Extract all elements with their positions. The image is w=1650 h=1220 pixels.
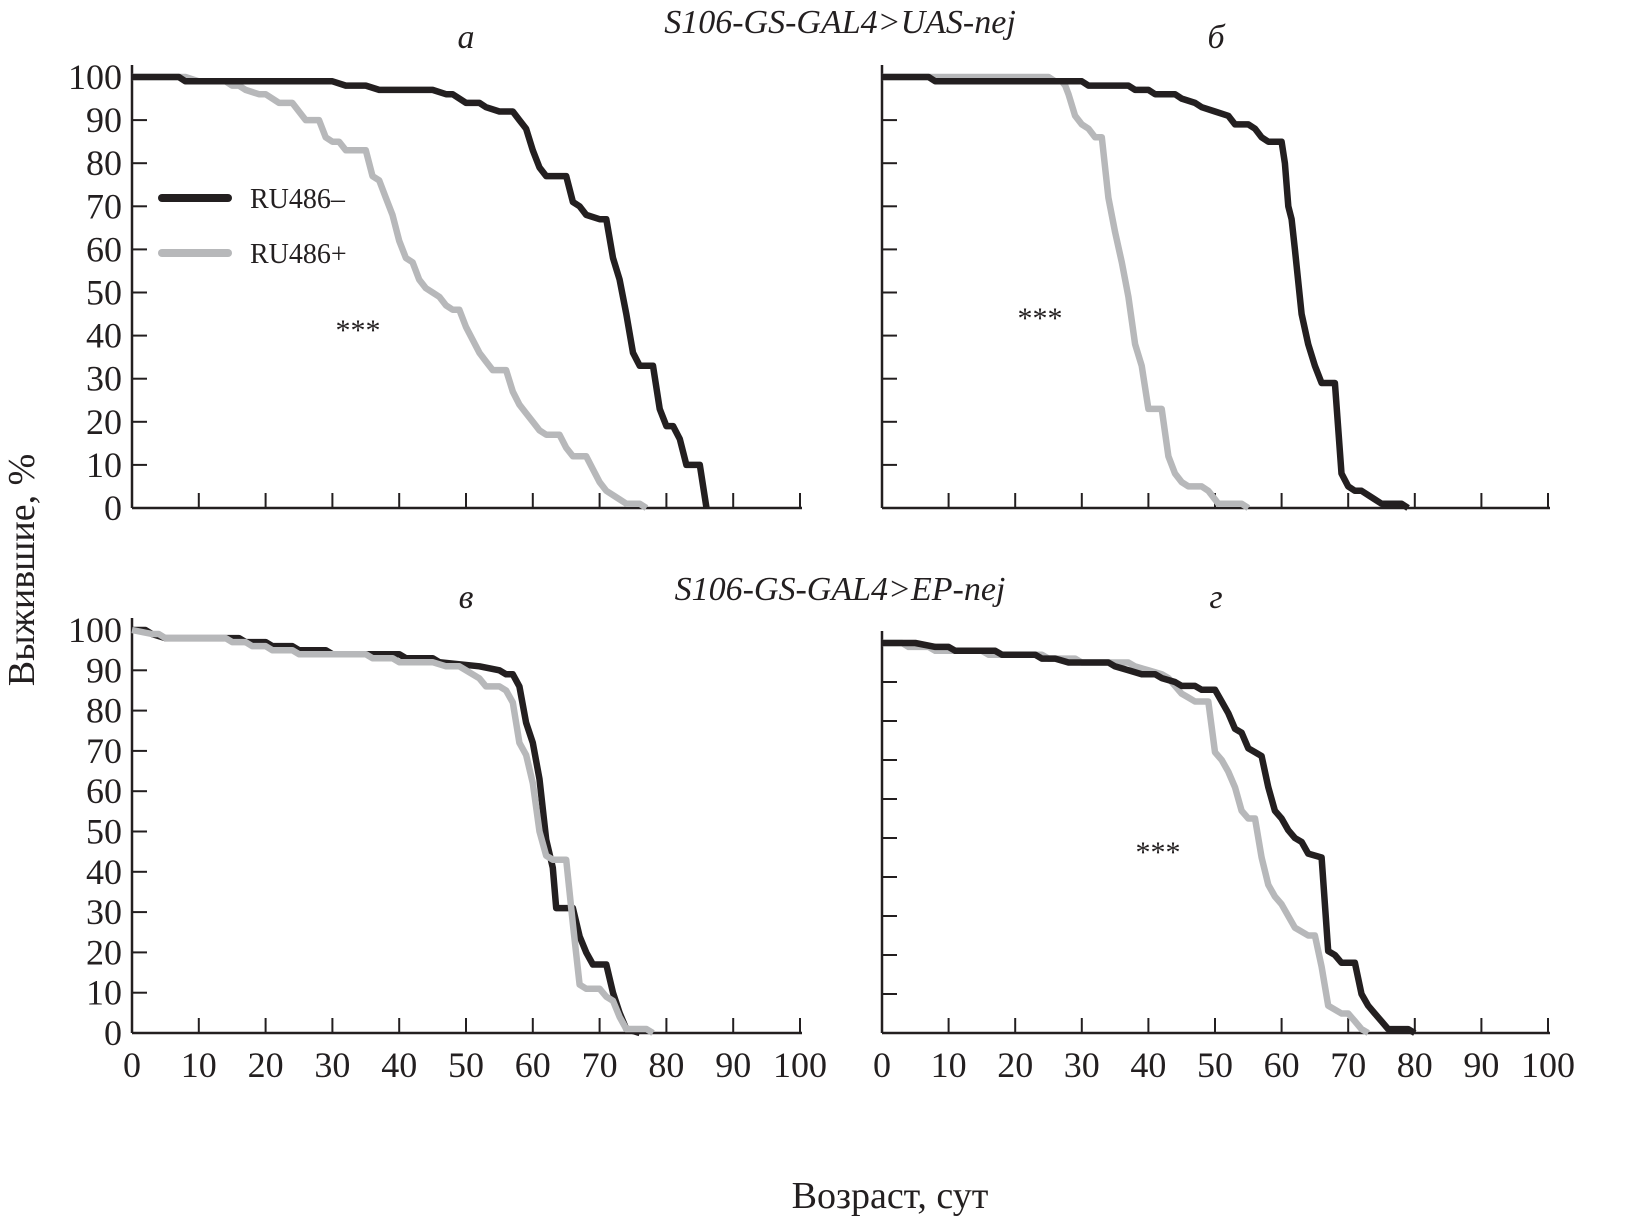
panel-letter: г [1209,579,1222,616]
x-tick-label: 100 [1521,1045,1575,1085]
y-tick-label: 0 [104,488,122,528]
significance-annotation: *** [1018,302,1063,335]
legend: RU486– RU486+ [158,184,347,270]
panel-3: 0 10 20 30 40 50 60 70 80 90 100010203040506070809… [68,579,827,1085]
y-tick-label: 100 [68,57,122,97]
x-tick-label: 70 [1330,1045,1366,1085]
survival-curve-ru486-minus [882,73,1410,511]
y-tick-label: 80 [86,691,122,731]
x-tick-label: 40 [381,1045,417,1085]
significance-annotation: *** [1136,836,1181,869]
panel-letter: б [1207,19,1226,56]
x-tick-label: 10 [931,1045,967,1085]
x-tick-label: 70 [582,1045,618,1085]
y-tick-label: 50 [86,273,122,313]
y-tick-label: 10 [86,973,122,1013]
x-tick-label: 20 [997,1045,1033,1085]
x-tick-label: 80 [648,1045,684,1085]
y-tick-label: 100 [68,610,122,650]
survival-curve-ru486-minus [882,639,1417,1036]
x-tick-label: 80 [1397,1045,1433,1085]
y-tick-label: 60 [86,771,122,811]
y-tick-label: 40 [86,316,122,356]
y-tick-label: 50 [86,812,122,852]
x-tick-label: 90 [715,1045,751,1085]
y-tick-label: 40 [86,852,122,892]
y-tick-label: 0 [104,1013,122,1053]
survival-curve-ru486-plus [131,626,655,1036]
y-tick-label: 60 [86,229,122,269]
x-tick-label: 0 [873,1045,891,1085]
panel-letter: в [459,579,474,616]
y-tick-label: 90 [86,100,122,140]
y-tick-label: 30 [86,359,122,399]
x-tick-label: 50 [1197,1045,1233,1085]
x-tick-label: 90 [1463,1045,1499,1085]
y-axis-title: Выжившие, % [1,454,43,687]
panel-4: 0 10 20 30 40 50 60 70 80 90 100 г *** [873,579,1575,1085]
x-tick-label: 0 [123,1045,141,1085]
panel-2: б *** [880,19,1550,511]
survival-curve-ru486-minus [132,626,641,1037]
x-tick-label: 60 [1264,1045,1300,1085]
x-tick-label: 20 [248,1045,284,1085]
y-tick-label: 90 [86,650,122,690]
x-tick-label: 50 [448,1045,484,1085]
group-title-uas: S106-GS-GAL4>UAS-nej [664,4,1016,41]
group-title-ep: S106-GS-GAL4>EP-nej [675,571,1006,608]
survival-curve-ru486-plus [882,73,1251,511]
x-axis-title: Возраст, сут [792,1175,989,1217]
y-tick-label: 20 [86,402,122,442]
significance-annotation: *** [336,314,381,347]
y-tick-label: 70 [86,731,122,771]
x-tick-label: 100 [773,1045,827,1085]
legend-label: RU486– [250,184,346,215]
x-tick-label: 40 [1130,1045,1166,1085]
x-tick-label: 10 [181,1045,217,1085]
x-tick-label: 30 [1064,1045,1100,1085]
legend-label: RU486+ [250,239,347,270]
y-tick-label: 30 [86,892,122,932]
panel-letter: а [458,19,475,56]
x-tick-label: 30 [314,1045,350,1085]
survival-curve-ru486-plus [132,73,649,511]
survival-curve-ru486-minus [132,73,710,509]
y-tick-label: 80 [86,143,122,183]
y-tick-label: 20 [86,932,122,972]
y-tick-label: 10 [86,445,122,485]
y-tick-label: 70 [86,186,122,226]
x-tick-label: 60 [515,1045,551,1085]
